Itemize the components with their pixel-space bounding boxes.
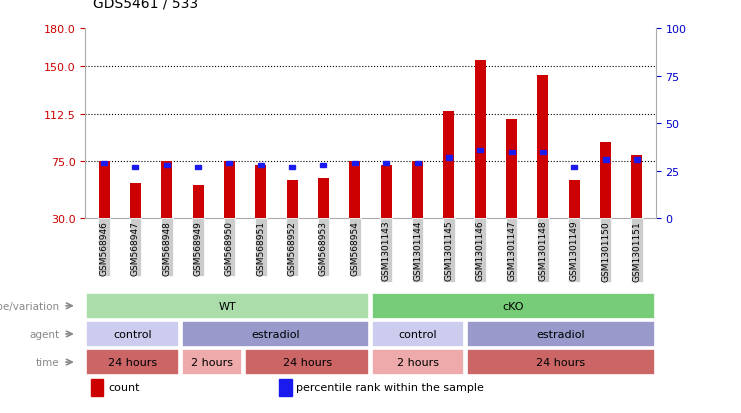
Bar xyxy=(289,165,295,170)
Bar xyxy=(287,181,298,219)
Bar xyxy=(477,148,483,153)
Text: count: count xyxy=(108,382,139,392)
Text: GSM1301150: GSM1301150 xyxy=(601,220,610,281)
Bar xyxy=(537,76,548,219)
FancyBboxPatch shape xyxy=(245,349,369,375)
Text: GSM1301144: GSM1301144 xyxy=(413,220,422,281)
Bar xyxy=(258,164,264,168)
Bar xyxy=(279,379,292,396)
Text: cKO: cKO xyxy=(502,301,524,311)
Text: GSM1301143: GSM1301143 xyxy=(382,220,391,281)
Text: agent: agent xyxy=(30,329,59,339)
Text: time: time xyxy=(36,357,59,367)
Text: GSM568949: GSM568949 xyxy=(193,220,202,275)
Bar xyxy=(508,150,514,154)
Text: GSM568948: GSM568948 xyxy=(162,220,171,275)
Bar xyxy=(164,164,170,168)
Bar xyxy=(227,161,233,166)
Bar xyxy=(133,165,139,170)
Text: estradiol: estradiol xyxy=(251,329,299,339)
Text: 2 hours: 2 hours xyxy=(397,357,439,367)
Bar xyxy=(130,183,141,219)
Bar xyxy=(162,162,172,219)
Bar xyxy=(91,379,104,396)
Text: 24 hours: 24 hours xyxy=(282,357,332,367)
Text: GSM1301149: GSM1301149 xyxy=(570,220,579,281)
Text: GSM568954: GSM568954 xyxy=(350,220,359,275)
Bar xyxy=(318,178,329,219)
Text: control: control xyxy=(113,329,152,339)
FancyBboxPatch shape xyxy=(182,321,369,347)
Text: estradiol: estradiol xyxy=(536,329,585,339)
Text: GSM1301147: GSM1301147 xyxy=(507,220,516,281)
FancyBboxPatch shape xyxy=(372,293,654,319)
Text: GSM1301151: GSM1301151 xyxy=(633,220,642,281)
Bar xyxy=(446,156,452,160)
Text: GSM568950: GSM568950 xyxy=(225,220,234,275)
Bar xyxy=(193,186,204,219)
Text: GSM568951: GSM568951 xyxy=(256,220,265,275)
Text: genotype/variation: genotype/variation xyxy=(0,301,59,311)
Bar xyxy=(99,162,110,219)
Bar xyxy=(540,150,546,154)
Bar xyxy=(349,162,360,219)
Bar xyxy=(224,162,235,219)
Text: GSM1301146: GSM1301146 xyxy=(476,220,485,281)
Text: 2 hours: 2 hours xyxy=(191,357,233,367)
Bar xyxy=(600,143,611,219)
Text: GSM1301145: GSM1301145 xyxy=(445,220,453,281)
Text: GSM1301148: GSM1301148 xyxy=(539,220,548,281)
Bar xyxy=(475,61,485,219)
FancyBboxPatch shape xyxy=(182,349,242,375)
FancyBboxPatch shape xyxy=(467,321,654,347)
Bar xyxy=(256,166,266,219)
Bar xyxy=(412,162,423,219)
Text: GDS5461 / 533: GDS5461 / 533 xyxy=(93,0,198,10)
FancyBboxPatch shape xyxy=(467,349,654,375)
Bar xyxy=(506,120,517,219)
Text: WT: WT xyxy=(219,301,236,311)
Bar xyxy=(571,165,577,170)
FancyBboxPatch shape xyxy=(372,321,465,347)
Text: control: control xyxy=(399,329,437,339)
Bar xyxy=(631,156,642,219)
Bar xyxy=(443,111,454,219)
Bar xyxy=(352,161,358,166)
FancyBboxPatch shape xyxy=(87,349,179,375)
Text: percentile rank within the sample: percentile rank within the sample xyxy=(296,382,484,392)
Text: 24 hours: 24 hours xyxy=(536,357,585,367)
Text: 24 hours: 24 hours xyxy=(108,357,157,367)
Text: GSM568946: GSM568946 xyxy=(99,220,108,275)
Text: GSM568952: GSM568952 xyxy=(288,220,296,275)
Text: GSM568953: GSM568953 xyxy=(319,220,328,275)
Bar xyxy=(101,161,107,166)
FancyBboxPatch shape xyxy=(87,293,369,319)
Bar xyxy=(381,166,392,219)
FancyBboxPatch shape xyxy=(372,349,465,375)
Bar xyxy=(383,161,389,166)
Bar xyxy=(195,165,201,170)
Bar xyxy=(414,161,421,166)
Bar xyxy=(320,164,327,168)
Bar xyxy=(602,158,608,162)
Bar xyxy=(569,181,579,219)
Text: GSM568947: GSM568947 xyxy=(131,220,140,275)
FancyBboxPatch shape xyxy=(87,321,179,347)
Bar xyxy=(634,158,640,162)
